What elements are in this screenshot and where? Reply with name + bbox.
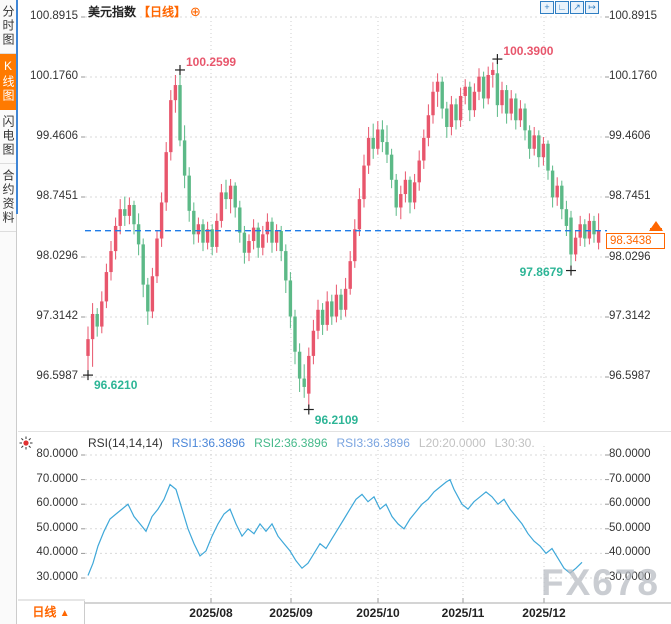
x-axis-label: 2025/11: [441, 606, 485, 620]
add-indicator-icon[interactable]: ⊕: [190, 4, 201, 19]
exit-fullscreen-icon[interactable]: ↦: [585, 1, 599, 14]
rsi-axis-label: 80.0000: [36, 448, 78, 460]
rsi-axis-label: 50.0000: [36, 521, 78, 534]
x-axis-label: 2025/08: [189, 606, 233, 620]
rsi-axis-label: 30.0000: [609, 571, 651, 583]
rsi-value: RSI1:36.3896: [171, 436, 246, 450]
price-annotation: 100.3900: [503, 44, 554, 59]
x-axis-label: 2025/09: [269, 606, 313, 620]
period-tag: 【日线】: [138, 5, 187, 19]
rsi-axis-label: 50.0000: [609, 521, 651, 534]
y-axis-label: 98.0296: [36, 250, 78, 262]
sidebar-active-edge: [16, 0, 18, 214]
sidebar-tab[interactable]: 闪电图: [0, 110, 17, 164]
price-annotation: 96.6210: [94, 378, 138, 393]
rsi-axis-label: 70.0000: [36, 472, 78, 485]
y-axis-label: 96.5987: [36, 370, 78, 382]
chart-type-sidebar: 分时图 K线图 闪电图 合约资料: [0, 0, 17, 624]
y-axis-label: 100.8915: [609, 10, 657, 22]
sun-icon[interactable]: [19, 436, 33, 450]
rsi-level: L30:30.: [494, 436, 535, 450]
price-annotation: 97.8679: [519, 264, 563, 279]
sidebar-tab[interactable]: 分时图: [0, 0, 17, 54]
price-annotation: 100.2599: [186, 54, 237, 69]
period-selector[interactable]: 日线 ▲: [18, 601, 85, 624]
rsi-value: RSI2:36.3896: [254, 436, 328, 450]
x-axis-label: 2025/10: [356, 606, 400, 620]
rsi-indicator-header: RSI(14,14,14) RSI1:36.3896 RSI2:36.3896 RSI…: [88, 436, 544, 450]
period-selector-label: 日线: [32, 605, 57, 619]
rsi-axis-label: 70.0000: [609, 472, 651, 485]
rsi-axis-label: 60.0000: [36, 497, 78, 510]
chart-header: 美元指数 【日线】 ⊕: [88, 3, 201, 20]
y-axis-label: 97.3142: [609, 310, 651, 322]
rsi-axis-label: 60.0000: [609, 497, 651, 510]
y-axis-label: 98.7451: [36, 190, 78, 202]
sidebar-tab[interactable]: 合约资料: [0, 164, 17, 232]
price-annotation: 96.2109: [314, 412, 359, 427]
x-axis-label: 2025/12: [522, 606, 566, 620]
pan-crosshair-icon[interactable]: +: [540, 1, 554, 14]
panel-separator: [18, 431, 671, 432]
rsi-axis-label: 40.0000: [609, 546, 651, 559]
triangle-up-icon: ▲: [59, 608, 70, 619]
y-axis-label: 99.4606: [609, 130, 651, 142]
rsi-value: RSI3:36.3896: [336, 436, 410, 450]
rsi-axis-label: 30.0000: [36, 571, 78, 583]
rsi-axis-label: 40.0000: [36, 546, 78, 559]
rsi-axis-label: 80.0000: [609, 448, 651, 460]
last-price-badge: 98.3438: [606, 233, 665, 249]
rsi-params: RSI(14,14,14): [88, 436, 163, 450]
rsi-level: L20:20.0000: [418, 436, 486, 450]
instrument-title: 美元指数: [88, 5, 137, 19]
trend-arrow-icon[interactable]: ↗: [570, 1, 584, 14]
y-axis-label: 100.8915: [30, 10, 78, 22]
y-axis-label: 97.3142: [36, 310, 78, 322]
y-axis-label: 98.0296: [609, 251, 651, 263]
y-axis-label: 100.1760: [30, 70, 78, 82]
sidebar-tab[interactable]: K线图: [0, 54, 17, 110]
y-axis-label: 99.4606: [36, 130, 78, 142]
y-axis-label: 96.5987: [609, 370, 651, 382]
chart-toolbar: + ∟ ↗ ↦: [540, 1, 600, 14]
y-axis-label: 98.7451: [609, 190, 651, 202]
sidebar-divider: [16, 214, 17, 624]
y-axis-label: 100.1760: [609, 70, 657, 82]
axis-scale-icon[interactable]: ∟: [555, 1, 569, 14]
